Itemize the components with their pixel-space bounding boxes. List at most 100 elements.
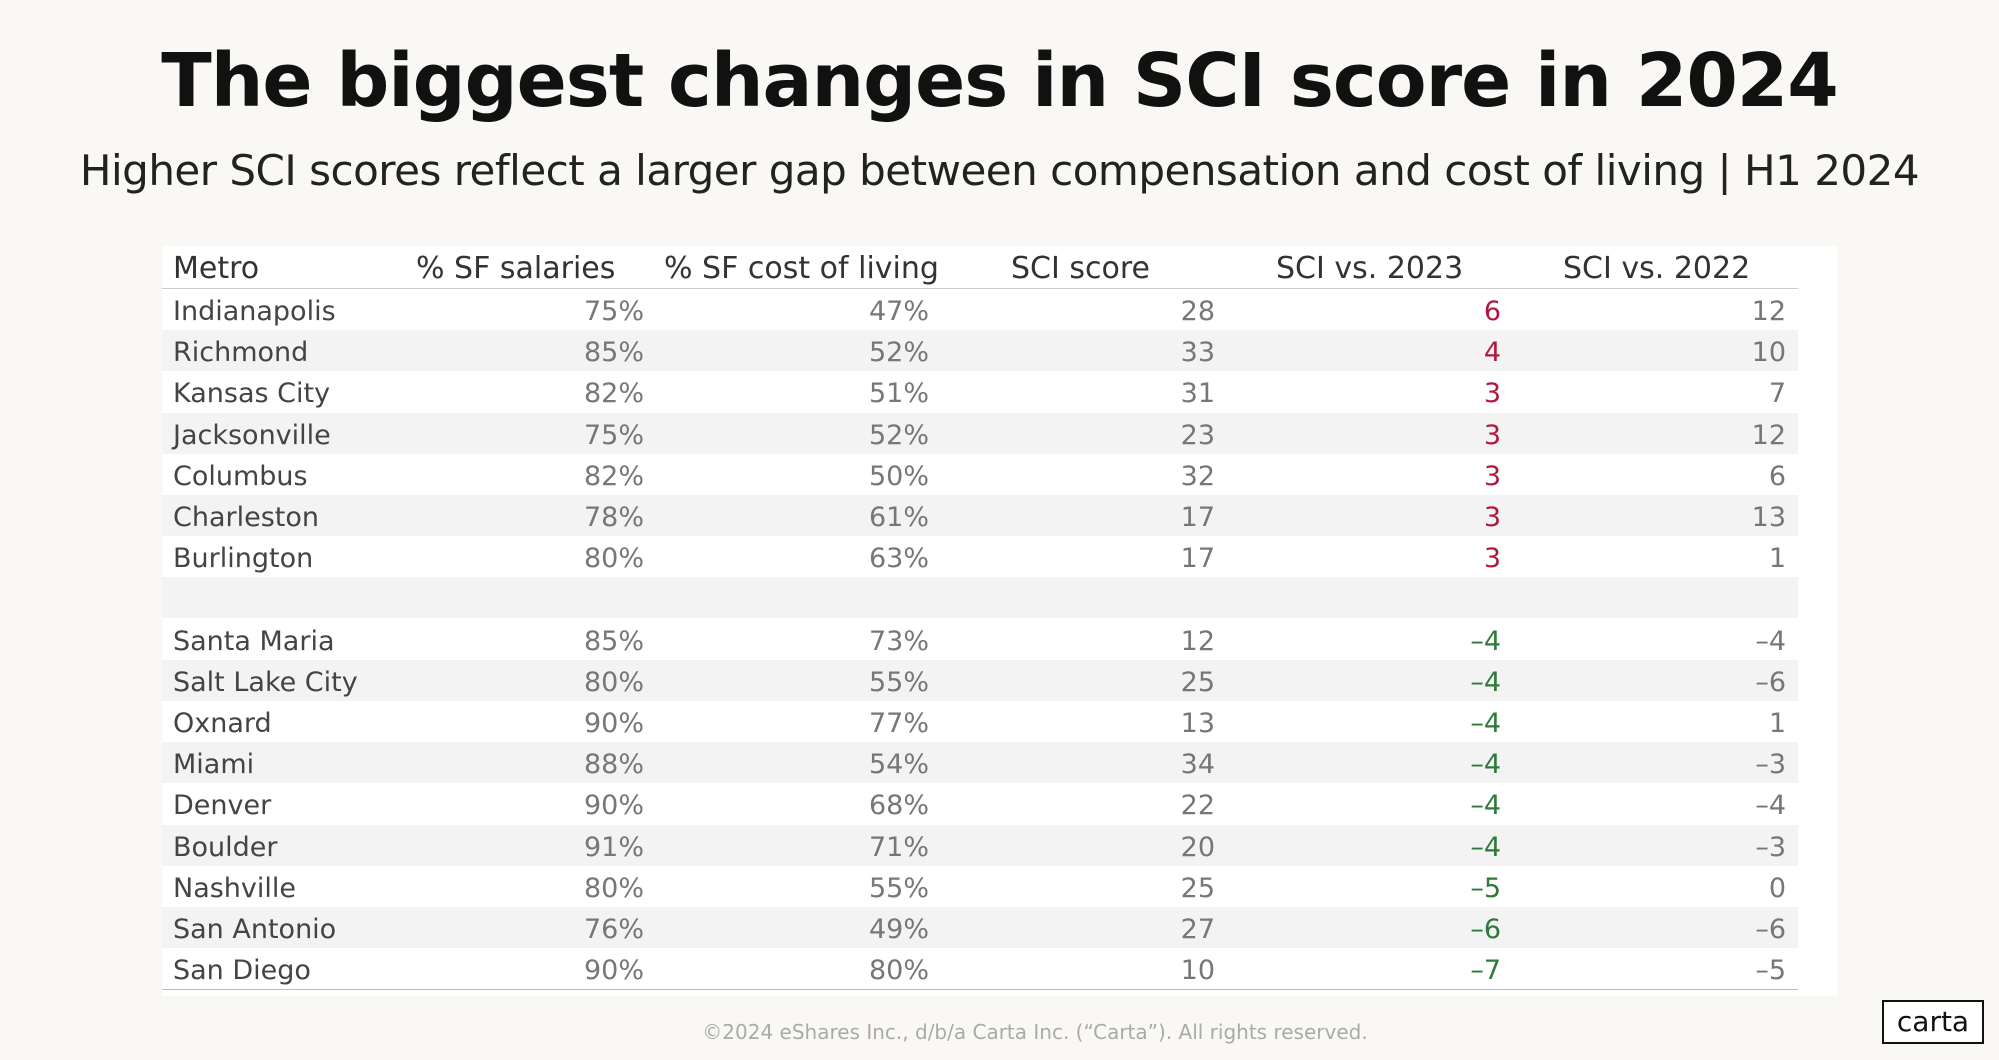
- table-row: [162, 495, 1798, 536]
- value-cell: 85%: [583, 625, 644, 657]
- value-cell: 0: [1768, 872, 1786, 904]
- value-cell: 3: [1483, 378, 1501, 410]
- value-cell: –4: [1470, 708, 1501, 739]
- table-row: [162, 866, 1798, 907]
- value-cell: 13: [1751, 502, 1786, 533]
- value-cell: 17: [1180, 543, 1215, 575]
- column-header: SCI score: [1011, 251, 1150, 286]
- copyright: ©2024 eShares Inc., d/b/a Carta Inc. (“C…: [702, 1020, 1368, 1044]
- metro-cell: Boulder: [173, 831, 278, 863]
- metro-cell: Columbus: [173, 460, 308, 492]
- value-cell: –5: [1755, 955, 1786, 987]
- value-cell: 50%: [868, 460, 929, 492]
- value-cell: 78%: [583, 502, 644, 533]
- value-cell: 3: [1483, 460, 1501, 492]
- value-cell: 3: [1483, 543, 1501, 575]
- value-cell: –6: [1755, 914, 1786, 945]
- value-cell: 7: [1768, 378, 1786, 410]
- value-cell: 85%: [583, 337, 644, 369]
- value-cell: 75%: [583, 296, 644, 327]
- metro-cell: Santa Maria: [173, 625, 335, 657]
- title: The biggest changes in SCI score in 2024: [161, 38, 1839, 124]
- value-cell: –6: [1470, 914, 1501, 945]
- value-cell: 6: [1483, 296, 1501, 327]
- metro-cell: Denver: [173, 790, 272, 822]
- metro-cell: Nashville: [173, 872, 297, 904]
- table-row: [162, 371, 1798, 412]
- value-cell: 51%: [868, 378, 929, 410]
- value-cell: 73%: [868, 625, 929, 657]
- value-cell: 25: [1180, 666, 1215, 698]
- column-header: SCI vs. 2022: [1563, 251, 1751, 286]
- value-cell: 61%: [868, 502, 929, 533]
- value-cell: 32: [1180, 460, 1215, 492]
- value-cell: –3: [1755, 831, 1786, 863]
- value-cell: 80%: [583, 666, 644, 698]
- table-row: [162, 742, 1798, 784]
- value-cell: 31: [1180, 378, 1215, 410]
- logo[interactable]: carta: [1882, 1000, 1984, 1044]
- value-cell: 10: [1180, 955, 1215, 987]
- value-cell: 90%: [583, 790, 644, 822]
- value-cell: 77%: [868, 708, 929, 739]
- metro-cell: Salt Lake City: [173, 666, 358, 698]
- value-cell: –4: [1755, 790, 1786, 822]
- value-cell: 80%: [583, 872, 644, 904]
- value-cell: –7: [1470, 955, 1501, 987]
- value-cell: 20: [1180, 831, 1215, 863]
- value-cell: 17: [1180, 502, 1215, 533]
- value-cell: 6: [1768, 460, 1786, 492]
- table-row: [162, 289, 1798, 330]
- value-cell: 76%: [583, 914, 644, 945]
- value-cell: –6: [1755, 666, 1786, 698]
- metro-cell: San Antonio: [173, 914, 337, 945]
- table-row: [162, 948, 1798, 989]
- metro-cell: Oxnard: [173, 708, 272, 739]
- value-cell: 82%: [583, 378, 644, 410]
- column-header: Metro: [173, 251, 260, 286]
- table-row: [162, 536, 1798, 577]
- value-cell: –4: [1470, 749, 1501, 781]
- metro-cell: Burlington: [173, 543, 314, 575]
- value-cell: 80%: [868, 955, 929, 987]
- value-cell: –4: [1470, 831, 1501, 863]
- value-cell: –4: [1755, 625, 1786, 657]
- value-cell: 54%: [868, 749, 929, 781]
- subtitle: Higher SCI scores reflect a larger gap b…: [79, 146, 1920, 195]
- table-row: [162, 824, 1798, 866]
- table-row: [162, 659, 1798, 701]
- value-cell: 12: [1751, 419, 1786, 451]
- value-cell: –4: [1470, 666, 1501, 698]
- value-cell: 55%: [868, 872, 929, 904]
- value-cell: 82%: [583, 460, 644, 492]
- value-cell: 63%: [868, 543, 929, 575]
- table-row: [162, 454, 1798, 495]
- value-cell: 90%: [583, 708, 644, 739]
- value-cell: 13: [1180, 708, 1215, 739]
- value-cell: 52%: [868, 419, 929, 451]
- metro-cell: San Diego: [173, 955, 311, 987]
- table-row: [162, 701, 1798, 742]
- metro-cell: Kansas City: [173, 378, 331, 410]
- value-cell: 3: [1483, 502, 1501, 533]
- value-cell: 23: [1180, 419, 1215, 451]
- value-cell: 10: [1751, 337, 1786, 369]
- value-cell: 55%: [868, 666, 929, 698]
- value-cell: 49%: [868, 914, 929, 945]
- table-row: [162, 907, 1798, 948]
- value-cell: 27: [1180, 914, 1215, 945]
- value-cell: –3: [1755, 749, 1786, 781]
- table-row: [162, 330, 1798, 372]
- bottom-rule: [162, 989, 1798, 991]
- value-cell: 28: [1180, 296, 1215, 327]
- value-cell: –4: [1470, 625, 1501, 657]
- metro-cell: Jacksonville: [173, 419, 331, 451]
- value-cell: 88%: [583, 749, 644, 781]
- value-cell: 1: [1768, 708, 1786, 739]
- value-cell: 47%: [868, 296, 929, 327]
- value-cell: 1: [1768, 543, 1786, 575]
- value-cell: 33: [1180, 337, 1215, 369]
- column-header: % SF salaries: [416, 251, 616, 286]
- separator-row: [162, 577, 1798, 619]
- table-row: [162, 412, 1798, 454]
